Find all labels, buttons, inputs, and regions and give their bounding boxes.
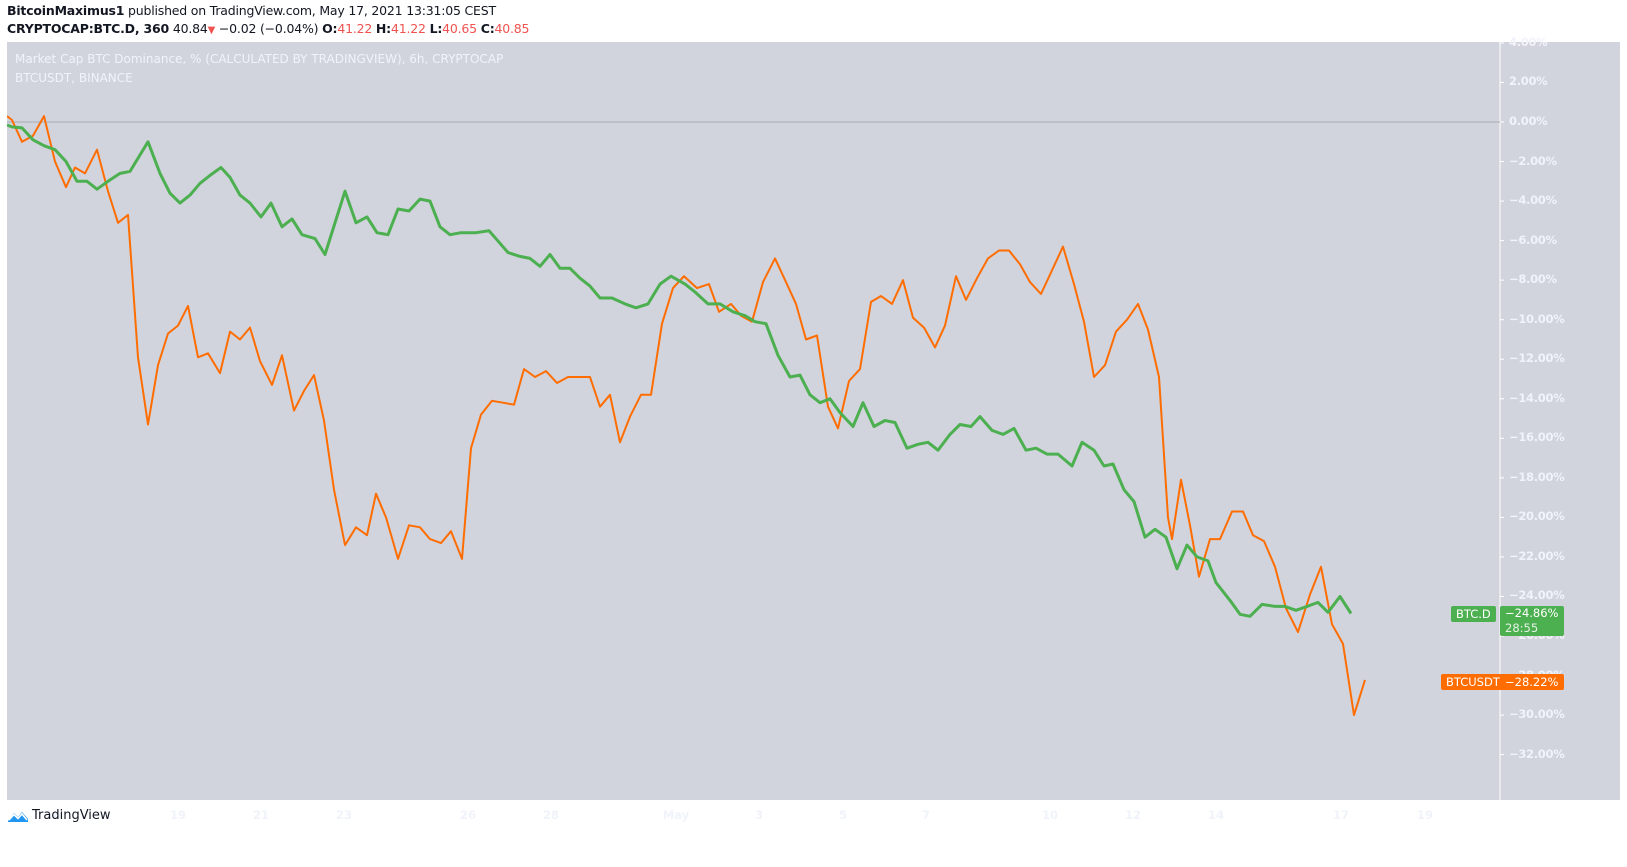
y-tick-label: −18.00% bbox=[1509, 469, 1565, 484]
x-tick-label: 14 bbox=[1207, 808, 1225, 822]
y-tick-label: −6.00% bbox=[1509, 232, 1557, 247]
price-change: −0.02 (−0.04%) bbox=[218, 21, 319, 36]
y-tick-label: −24.00% bbox=[1509, 588, 1565, 603]
high-label: H: bbox=[375, 21, 391, 36]
close-label: C: bbox=[480, 21, 495, 36]
y-tick-label: −16.00% bbox=[1509, 430, 1565, 445]
x-tick-label: 21 bbox=[252, 808, 270, 822]
series-legend: Market Cap BTC Dominance, % (CALCULATED … bbox=[15, 50, 503, 88]
last-price: 40.84 bbox=[172, 21, 208, 36]
btcd-line[interactable] bbox=[7, 123, 1353, 618]
y-tick-label: −8.00% bbox=[1509, 272, 1557, 287]
tradingview-logo-icon bbox=[8, 811, 28, 822]
btcd-series-label: BTC.D bbox=[1451, 606, 1496, 622]
btcd-countdown: 28:55 bbox=[1505, 621, 1539, 635]
y-tick-label: −4.00% bbox=[1509, 193, 1557, 208]
chart-area[interactable]: Market Cap BTC Dominance, % (CALCULATED … bbox=[7, 35, 1620, 822]
high-value: 41.22 bbox=[390, 21, 426, 36]
x-tick-label: May bbox=[662, 808, 690, 822]
y-tick-label: −2.00% bbox=[1509, 153, 1557, 168]
publish-text: published on TradingView.com, May 17, 20… bbox=[124, 3, 496, 18]
x-tick-label: 19 bbox=[169, 808, 187, 822]
open-value: 41.22 bbox=[337, 21, 373, 36]
y-tick-label: −12.00% bbox=[1509, 351, 1565, 366]
y-tick-label: −10.00% bbox=[1509, 311, 1565, 326]
symbol-name: CRYPTOCAP:BTC.D, 360 bbox=[7, 21, 170, 36]
y-tick-label: −14.00% bbox=[1509, 390, 1565, 405]
btcd-price-label: −24.86% 28:55 bbox=[1500, 606, 1564, 636]
close-value: 40.85 bbox=[494, 21, 530, 36]
x-tick-label: 26 bbox=[459, 808, 477, 822]
btcusdt-series-label: BTCUSDT bbox=[1441, 674, 1505, 690]
y-tick-label: 2.00% bbox=[1509, 74, 1548, 89]
y-tick-label: −30.00% bbox=[1509, 707, 1565, 722]
x-tick-label: 23 bbox=[335, 808, 353, 822]
triangle-down-icon: ▼ bbox=[207, 25, 216, 36]
btcusdt-line[interactable] bbox=[7, 115, 1366, 717]
y-tick-label: −20.00% bbox=[1509, 509, 1565, 524]
y-tick-label: 0.00% bbox=[1509, 114, 1548, 128]
btcd-value: −24.86% bbox=[1505, 606, 1559, 620]
tradingview-brand[interactable]: TradingView bbox=[32, 808, 111, 823]
open-label: O: bbox=[322, 21, 338, 36]
x-tick-label: 17 bbox=[1332, 808, 1350, 822]
y-tick-label: −32.00% bbox=[1509, 746, 1565, 761]
low-value: 40.65 bbox=[442, 21, 477, 36]
tradingview-footer: TradingView bbox=[7, 808, 111, 823]
author-name[interactable]: BitcoinMaximus1 bbox=[7, 3, 125, 18]
low-label: L: bbox=[429, 21, 443, 36]
symbol-info-bar: CRYPTOCAP:BTC.D, 360 40.84▼ −0.02 (−0.04… bbox=[7, 21, 529, 36]
x-tick-label: 19 bbox=[1416, 808, 1434, 822]
chart-canvas[interactable] bbox=[7, 42, 1620, 800]
y-tick-label: −22.00% bbox=[1509, 548, 1565, 563]
y-tick-label: 4.00% bbox=[1509, 34, 1548, 49]
x-tick-label: 12 bbox=[1124, 808, 1142, 822]
x-tick-label: 5 bbox=[838, 808, 848, 822]
btcusdt-price-label: −28.22% bbox=[1500, 674, 1564, 690]
x-tick-label: 10 bbox=[1041, 808, 1059, 822]
legend-compare-series[interactable]: BTCUSDT, BINANCE bbox=[15, 71, 133, 85]
x-tick-label: 7 bbox=[921, 808, 931, 822]
legend-main-series[interactable]: Market Cap BTC Dominance, % (CALCULATED … bbox=[15, 52, 504, 66]
x-tick-label: 16 bbox=[44, 808, 62, 822]
x-tick-label: 3 bbox=[754, 808, 764, 822]
publish-info: BitcoinMaximus1 published on TradingView… bbox=[7, 3, 496, 18]
x-tick-label: 28 bbox=[542, 808, 560, 822]
